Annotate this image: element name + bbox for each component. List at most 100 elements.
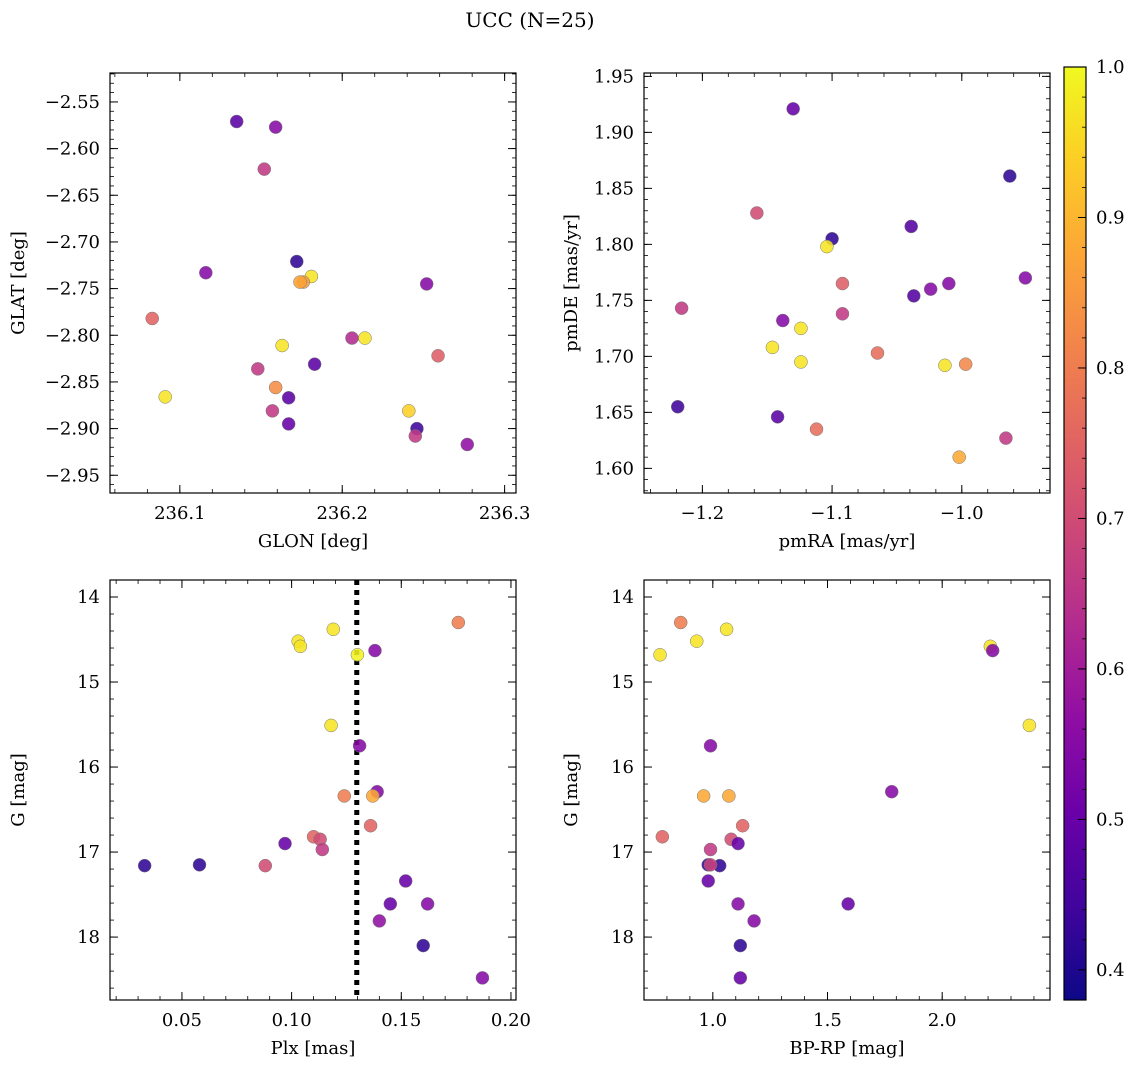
colorbar-tick-label: 0.9 [1096, 207, 1125, 228]
x-tick-label: 1.5 [813, 1010, 842, 1031]
scatter-point [345, 331, 359, 345]
y-tick-label: −2.80 [45, 325, 100, 346]
scatter-point [324, 718, 338, 733]
scatter-point [958, 357, 973, 371]
scatter-point [416, 938, 430, 953]
x-axis-label: pmRA [mas/yr] [779, 531, 916, 552]
colorbar-tick-label: 0.7 [1096, 508, 1125, 529]
scatter-point [281, 417, 296, 431]
y-tick-label: 18 [611, 927, 634, 948]
scatter-points [670, 102, 1033, 464]
y-tick-label: 17 [611, 842, 634, 863]
scatter-point [363, 818, 378, 833]
scatter-point [229, 114, 244, 129]
scatter-point [770, 410, 785, 424]
panel-bprp-g: 1.0 1.5 2.0 14 15 16 17 18 BP-RP [mag] G [mag] [561, 579, 1051, 1059]
y-tick-label: −2.85 [45, 372, 100, 393]
scatter-point [719, 622, 734, 637]
scatter-point [337, 789, 352, 803]
scatter-point [884, 784, 899, 799]
scatter-point [475, 971, 490, 985]
scatter-point [809, 422, 824, 436]
scatter-point [999, 431, 1013, 445]
x-tick-label: 0.05 [162, 1010, 202, 1031]
scatter-point [350, 648, 365, 662]
scatter-point [670, 400, 685, 414]
y-tick-label: −2.55 [45, 92, 100, 113]
scatter-point [278, 836, 292, 851]
y-tick-label: −2.70 [45, 232, 100, 253]
scatter-point [673, 615, 688, 630]
scatter-point [419, 277, 434, 291]
colorbar-tick-label: 0.5 [1096, 809, 1125, 830]
scatter-point [985, 643, 1000, 658]
y-tick-label: 1.60 [594, 458, 634, 479]
scatter-point [722, 789, 736, 803]
y-tick-label: 14 [77, 587, 100, 608]
scatter-point [794, 355, 808, 369]
y-tick-label: 14 [611, 587, 634, 608]
scatter-point [265, 404, 280, 418]
x-tick-label: 1.0 [698, 1010, 727, 1031]
y-tick-label: 16 [77, 757, 100, 778]
scatter-point [258, 858, 273, 873]
panel-glon-glat: 236.1 236.2 236.3 −2.55 −2.60 −2.65 −2.70 −2.75… [8, 72, 531, 552]
scatter-point [703, 858, 718, 872]
y-tick-label: −2.75 [45, 279, 100, 300]
y-tick-label: 1.70 [594, 346, 634, 367]
x-tick-label: 236.3 [479, 503, 531, 524]
scatter-point [733, 971, 748, 985]
x-tick-label: 236.1 [154, 503, 206, 524]
scatter-point [703, 739, 718, 753]
scatter-point [398, 874, 413, 888]
scatter-point [383, 897, 398, 911]
scatter-point [281, 391, 296, 405]
scatter-point [674, 301, 689, 315]
scatter-point [451, 615, 466, 630]
scatter-point [268, 380, 283, 395]
figure-title: UCC (N=25) [465, 8, 594, 32]
y-tick-label: 17 [77, 842, 100, 863]
scatter-point [1003, 169, 1017, 183]
scatter-point [904, 219, 918, 234]
axes-frame [643, 72, 1051, 494]
panel-pmra-pmde: −1.2 −1.1 −1.0 1.60 1.65 1.70 1.75 1.80 1.85 1.90… [561, 66, 1051, 552]
scatter-points [145, 114, 475, 452]
minor-ticks [110, 579, 516, 1000]
scatter-point [653, 648, 667, 662]
scatter-point [786, 102, 800, 116]
colorbar: 0.4 0.5 0.6 0.7 0.8 0.9 1.0 [1063, 57, 1125, 1001]
colorbar-gradient [1063, 66, 1087, 1001]
scatter-point [870, 346, 885, 360]
colorbar-tick-label: 0.8 [1096, 358, 1125, 379]
scatter-point [275, 338, 289, 353]
scatter-point [408, 429, 423, 443]
scatter-point [372, 914, 387, 928]
scatter-point [841, 897, 855, 911]
y-tick-label: 1.75 [594, 290, 634, 311]
scatter-point [326, 622, 341, 637]
scatter-point [460, 437, 475, 452]
scatter-point [690, 634, 704, 648]
scatter-point [731, 836, 745, 851]
y-tick-label: 1.80 [594, 234, 634, 255]
x-axis-label: BP-RP [mag] [789, 1038, 904, 1059]
scatter-point [731, 897, 745, 911]
y-tick-label: 1.65 [594, 402, 634, 423]
scatter-point [293, 275, 307, 289]
scatter-point [145, 311, 159, 326]
scatter-point [366, 789, 380, 803]
scatter-point [358, 331, 372, 345]
scatter-point [703, 842, 718, 857]
y-tick-label: 1.95 [594, 66, 634, 87]
scatter-points [653, 615, 1037, 985]
x-tick-label: 0.15 [381, 1010, 421, 1031]
scatter-point [137, 858, 152, 873]
scatter-point [402, 404, 416, 418]
scatter-point [1022, 718, 1037, 733]
y-tick-label: −2.65 [45, 185, 100, 206]
y-tick-label: −2.95 [45, 465, 100, 486]
scatter-point [835, 276, 850, 291]
scatter-point [431, 349, 445, 363]
scatter-point [251, 362, 265, 376]
